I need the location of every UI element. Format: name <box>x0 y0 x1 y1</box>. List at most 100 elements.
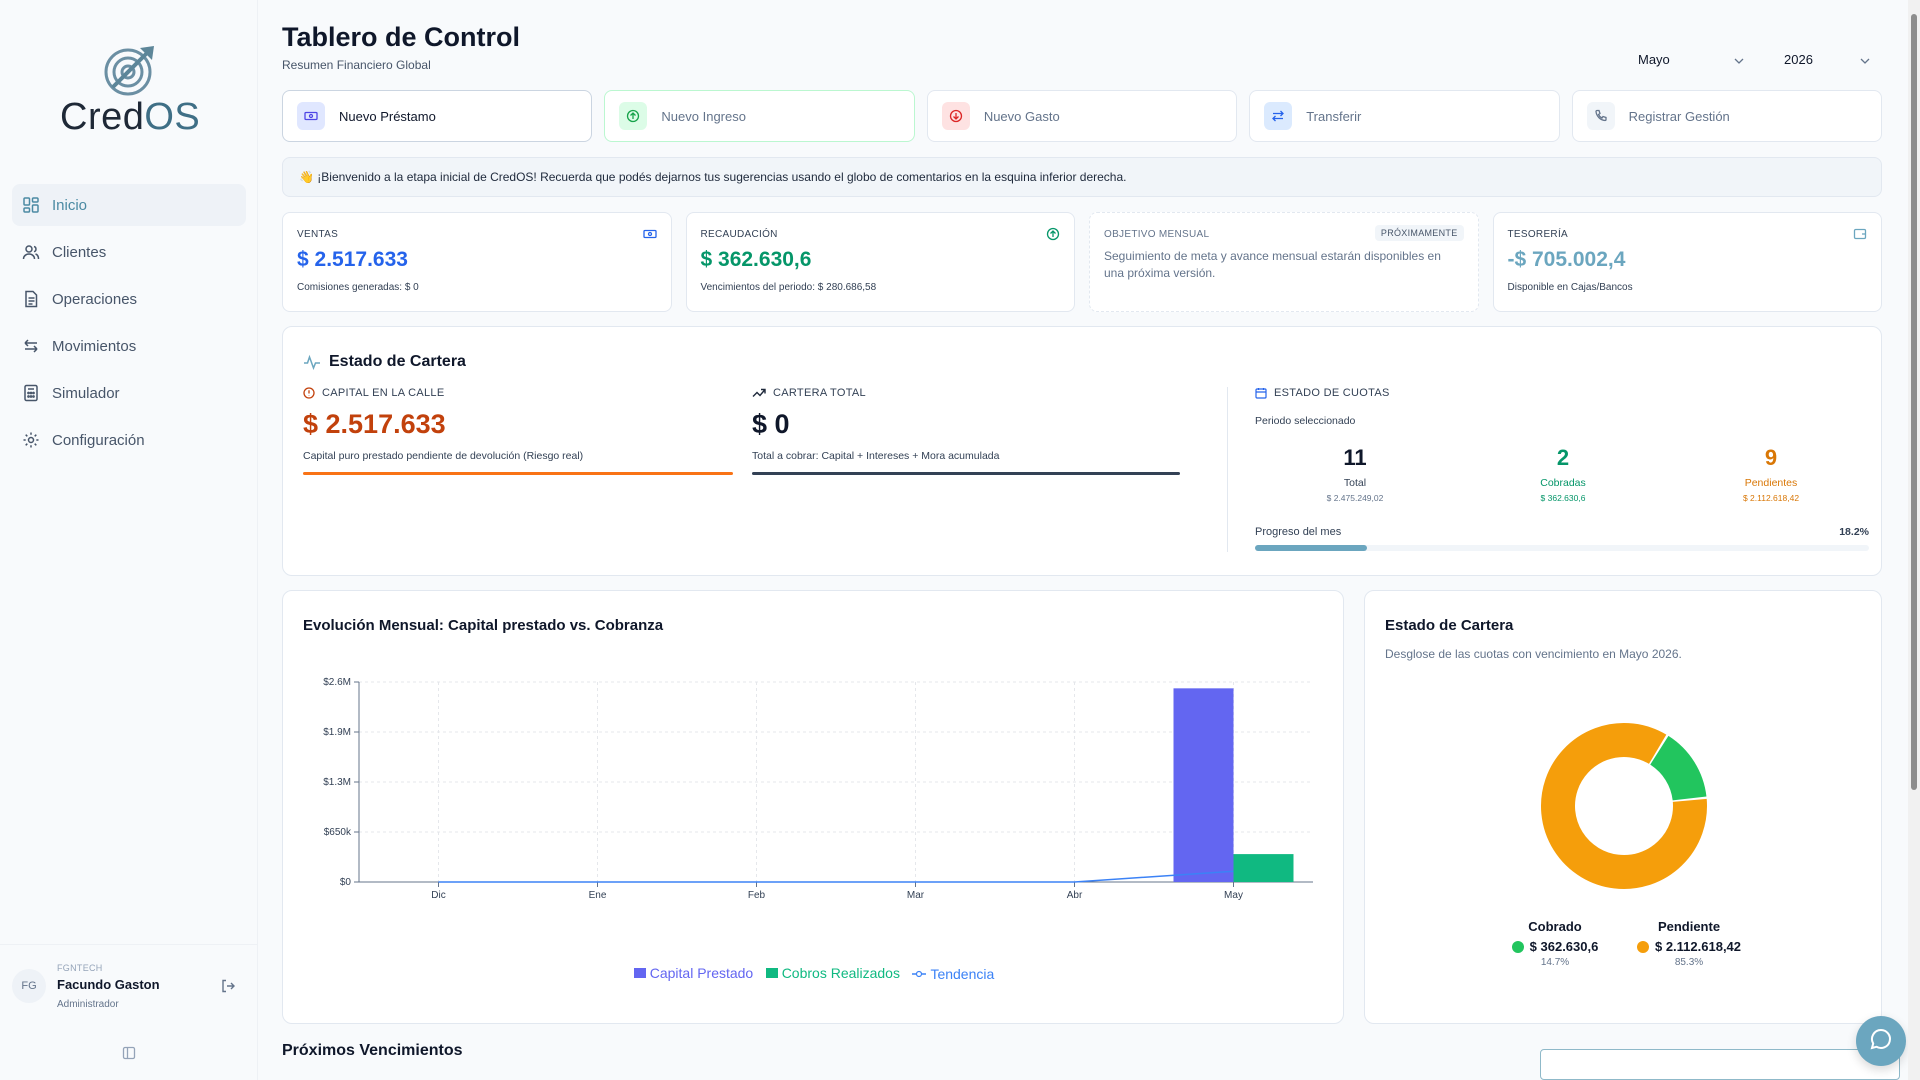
new-income-button[interactable]: Nuevo Ingreso <box>604 90 915 142</box>
brand-name: CredOS <box>60 96 201 138</box>
portfolio-title: Estado de Cartera <box>303 353 466 371</box>
welcome-banner: 👋 ¡Bienvenido a la etapa inicial de Cred… <box>282 157 1882 197</box>
capital-metric: CAPITAL EN LA CALLE $ 2.517.633 Capital … <box>303 387 733 475</box>
progress-bar <box>1255 545 1869 551</box>
cuotas-label: ESTADO DE CUOTAS <box>1255 387 1869 399</box>
portfolio-title-text: Estado de Cartera <box>329 353 466 370</box>
calendar-icon <box>1255 387 1267 399</box>
donut-slice <box>1649 735 1707 802</box>
progress-row: Progreso del mes 18.2% <box>1255 526 1869 538</box>
page-title: Tablero de Control <box>282 22 521 52</box>
progress-percent: 18.2% <box>1839 526 1869 538</box>
legend-item-cobros[interactable]: Cobros Realizados <box>765 965 900 981</box>
kpi-ventas: VENTAS $ 2.517.633 Comisiones generadas:… <box>282 212 672 312</box>
x-tick-label: Feb <box>748 890 766 901</box>
kpi-label: TESORERÍA <box>1507 229 1568 240</box>
main-content: Tablero de Control Resumen Financiero Gl… <box>258 0 1908 1080</box>
cuotas-pendientes-amount: $ 2.112.618,42 <box>1742 493 1800 503</box>
divider <box>1227 387 1228 552</box>
welcome-text: ¡Bienvenido a la etapa inicial de CredOS… <box>317 170 1127 184</box>
donut-legend-cobrado: Cobrado $ 362.630,6 14.7% <box>1505 919 1605 968</box>
arrows-icon <box>22 337 40 355</box>
arrow-up-circle-icon <box>619 102 648 130</box>
kpi-desc: Seguimiento de meta y avance mensual est… <box>1104 249 1441 280</box>
progress-bar-fill <box>1255 545 1367 551</box>
sidebar: CredOS Inicio Clientes Operaciones Movim… <box>0 0 258 1080</box>
x-tick-label: Dic <box>431 890 445 901</box>
capital-label-text: CAPITAL EN LA CALLE <box>322 387 445 399</box>
legend-item-tendencia[interactable]: Tendencia <box>912 966 994 982</box>
sidebar-item-configuracion[interactable]: Configuración <box>12 419 246 461</box>
y-tick-label: $1.9M <box>323 727 351 738</box>
brand-logo[interactable]: CredOS <box>60 42 200 139</box>
x-tick-label: May <box>1224 890 1243 901</box>
y-tick-label: $650k <box>324 827 352 838</box>
logout-icon[interactable] <box>220 978 236 999</box>
cuotas-pendientes: 9 Pendientes $ 2.112.618,42 <box>1701 445 1841 503</box>
sidebar-item-label: Inicio <box>52 196 88 214</box>
kpi-recaudacion: RECAUDACIÓN $ 362.630,6 Vencimientos del… <box>685 212 1075 312</box>
sidebar-item-movimientos[interactable]: Movimientos <box>12 325 246 367</box>
register-management-label: Registrar Gestión <box>1628 108 1730 124</box>
month-select-value: Mayo <box>1638 51 1670 67</box>
wave-icon: 👋 <box>299 170 314 184</box>
feedback-input[interactable] <box>1540 1049 1900 1080</box>
bar <box>1233 854 1294 882</box>
legend-line-swatch <box>912 970 927 978</box>
cartera-underline <box>752 472 1180 475</box>
page-scrollbar[interactable] <box>1908 0 1920 1080</box>
sidebar-item-operaciones[interactable]: Operaciones <box>12 278 246 320</box>
progress-label: Progreso del mes <box>1255 526 1342 538</box>
x-tick-label: Mar <box>907 890 925 901</box>
cuotas-cobradas-num: 2 <box>1556 445 1570 470</box>
kpi-objetivo: OBJETIVO MENSUAL PRÓXIMAMENTE Seguimient… <box>1089 212 1479 312</box>
legend-value-row: $ 2.112.618,42 <box>1629 939 1749 954</box>
sidebar-item-label: Simulador <box>52 384 120 402</box>
scrollbar-thumb[interactable] <box>1911 14 1917 790</box>
target-logo-icon <box>104 46 154 96</box>
y-tick-label: $0 <box>340 877 352 888</box>
cuotas-panel: ESTADO DE CUOTAS Periodo seleccionado 11… <box>1255 387 1869 551</box>
feedback-chat-button[interactable] <box>1856 1016 1906 1066</box>
new-loan-button[interactable]: Nuevo Préstamo <box>282 90 593 142</box>
new-income-label: Nuevo Ingreso <box>661 108 746 124</box>
register-management-button[interactable]: Registrar Gestión <box>1571 90 1883 142</box>
transfer-button[interactable]: Transferir <box>1249 90 1560 142</box>
legend-item-capital[interactable]: Capital Prestado <box>633 965 754 981</box>
legend-name: Pendiente <box>1657 919 1721 934</box>
new-expense-button[interactable]: Nuevo Gasto <box>926 90 1238 142</box>
x-tick-label: Abr <box>1067 890 1083 901</box>
cartera-label-text: CARTERA TOTAL <box>773 387 866 399</box>
banknote-icon <box>297 102 325 130</box>
year-select[interactable]: 2026 <box>1772 44 1882 74</box>
new-expense-label: Nuevo Gasto <box>983 108 1060 124</box>
cartera-metric: CARTERA TOTAL $ 0 Total a cobrar: Capita… <box>752 387 1180 475</box>
donut-title: Estado de Cartera <box>1385 617 1514 634</box>
gear-icon <box>22 431 40 449</box>
chart-title: Evolución Mensual: Capital prestado vs. … <box>303 617 664 634</box>
cuotas-cobradas-amount: $ 362.630,6 <box>1540 493 1586 503</box>
cuotas-period: Periodo seleccionado <box>1255 415 1356 427</box>
portfolio-donut-card: Estado de Cartera Desglose de las cuotas… <box>1364 590 1882 1024</box>
upcoming-title: Próximos Vencimientos <box>282 1042 463 1059</box>
sidebar-item-label: Operaciones <box>52 290 138 308</box>
sidebar-item-inicio[interactable]: Inicio <box>12 184 246 226</box>
donut-chart <box>1541 723 1707 889</box>
legend-pct: 14.7% <box>1540 957 1570 968</box>
sidebar-item-simulador[interactable]: Simulador <box>12 372 246 414</box>
legend-label: Capital Prestado <box>649 965 754 981</box>
kpi-label: VENTAS <box>297 229 339 240</box>
kpi-value: $ 2.517.633 <box>297 248 408 271</box>
kpi-label: RECAUDACIÓN <box>700 229 778 240</box>
month-select[interactable]: Mayo <box>1626 44 1756 74</box>
phone-icon <box>1586 102 1615 130</box>
user-panel: FG FGNTECH Facundo Gaston Administrador <box>0 944 258 1028</box>
avatar[interactable]: FG <box>12 969 46 1003</box>
kpi-sub: Disponible en Cajas/Bancos <box>1507 282 1633 293</box>
banknote-icon <box>642 227 657 246</box>
transfer-icon <box>1264 102 1293 130</box>
sidebar-item-clientes[interactable]: Clientes <box>12 231 246 273</box>
legend-dot <box>1511 940 1524 953</box>
collapse-sidebar-icon[interactable] <box>122 1046 136 1065</box>
sidebar-nav: Inicio Clientes Operaciones Movimientos … <box>12 184 246 466</box>
